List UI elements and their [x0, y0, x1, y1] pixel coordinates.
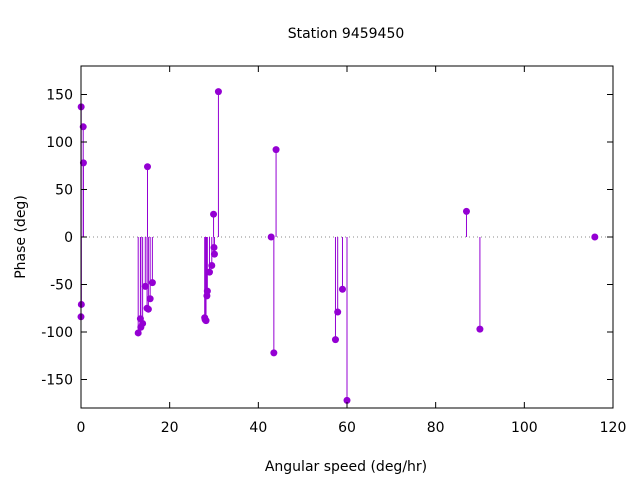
x-tick-label: 120	[600, 420, 627, 436]
data-point	[205, 268, 213, 276]
data-point	[338, 285, 346, 293]
data-point	[79, 159, 87, 167]
data-point	[334, 308, 342, 316]
stems-layer	[77, 88, 613, 404]
x-tick-label: 80	[427, 420, 445, 436]
data-point	[462, 207, 470, 215]
data-point	[214, 88, 222, 96]
data-point	[270, 349, 278, 357]
y-tick-label: -100	[41, 325, 73, 341]
data-point	[134, 329, 142, 337]
y-tick-label: 150	[46, 88, 73, 104]
x-tick-label: 20	[161, 420, 179, 436]
data-point	[144, 305, 152, 313]
data-point	[331, 336, 339, 344]
data-point	[141, 282, 149, 290]
x-tick-label: 100	[511, 420, 538, 436]
data-point	[208, 262, 216, 269]
x-axis-label: Angular speed (deg/hr)	[265, 459, 427, 475]
y-tick-label: -150	[41, 373, 73, 389]
y-tick-label: 0	[64, 230, 73, 246]
data-point	[591, 233, 599, 241]
data-point	[202, 317, 210, 325]
x-tick-label: 60	[338, 420, 356, 436]
data-point	[139, 319, 147, 327]
x-tick-label: 40	[249, 420, 267, 436]
data-point	[146, 295, 154, 303]
y-tick-label: 100	[46, 135, 73, 151]
data-point	[144, 163, 151, 171]
data-point	[210, 210, 218, 218]
data-point	[203, 287, 211, 295]
chart-title: Station 9459450	[288, 26, 405, 42]
data-point	[210, 250, 218, 258]
y-axis-label: Phase (deg)	[13, 195, 29, 279]
data-point	[343, 396, 351, 404]
data-point	[148, 279, 156, 287]
y-tick-label: 50	[55, 183, 73, 199]
x-tick-label: 0	[77, 420, 86, 436]
axes-layer: 0 20 40 60 80 100 120 -150 -100 -50 0 50 100 150	[41, 65, 627, 436]
data-point	[267, 233, 275, 241]
data-point	[272, 146, 280, 154]
y-tick-label: -50	[50, 278, 73, 294]
data-point	[476, 325, 484, 333]
